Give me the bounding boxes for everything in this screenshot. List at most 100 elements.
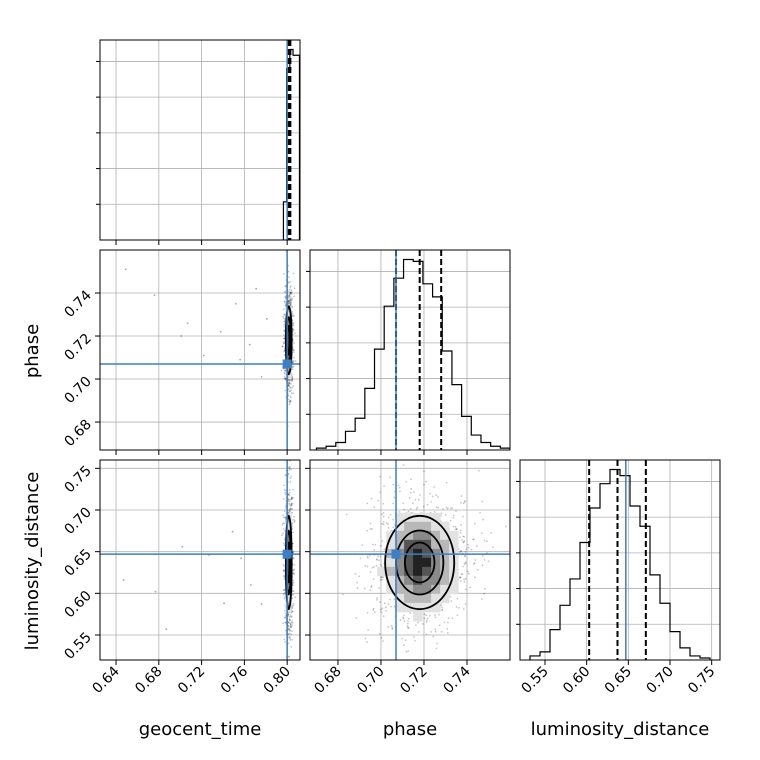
density-cell <box>449 539 459 550</box>
sample-point <box>463 540 466 542</box>
sample-point <box>292 349 295 351</box>
sample-point <box>446 627 449 630</box>
sample-point <box>284 378 287 380</box>
sample-point <box>369 589 372 591</box>
sample-point <box>481 564 484 567</box>
sample-point <box>387 626 390 628</box>
sample-point <box>284 641 286 643</box>
sample-point <box>393 598 396 601</box>
sample-point <box>293 519 296 522</box>
sample-point <box>379 475 382 478</box>
sample-point <box>409 507 412 510</box>
sample-point <box>354 572 357 575</box>
sample-point <box>431 495 434 498</box>
sample-point <box>407 650 410 653</box>
contour-3 <box>285 305 293 376</box>
sample-point <box>287 281 290 284</box>
outlier-point <box>202 354 205 357</box>
sample-point <box>467 572 470 575</box>
sample-point <box>284 297 287 300</box>
sample-point <box>292 392 295 395</box>
sample-point <box>367 629 370 631</box>
sample-point <box>464 562 467 565</box>
sample-point <box>289 382 292 385</box>
sample-point <box>293 564 296 566</box>
sample-point <box>458 576 461 579</box>
density-cell <box>440 584 450 595</box>
sample-point <box>283 323 285 326</box>
sample-point <box>366 502 369 505</box>
sample-point <box>292 322 294 325</box>
outlier-point <box>186 322 189 325</box>
outlier-point <box>239 358 242 361</box>
sample-point <box>473 563 475 565</box>
sample-point <box>280 369 283 372</box>
sample-point <box>283 340 286 343</box>
sample-point <box>444 514 447 516</box>
sample-point <box>457 606 460 609</box>
sample-point <box>437 613 440 616</box>
sample-point <box>292 365 295 368</box>
sample-point <box>434 630 437 633</box>
sample-point <box>288 300 291 303</box>
sample-point <box>291 306 294 308</box>
sample-point <box>290 504 293 507</box>
sample-point <box>290 289 293 292</box>
sample-point <box>363 587 366 590</box>
sample-point <box>283 291 286 293</box>
sample-point <box>434 614 437 616</box>
sample-point <box>381 540 384 542</box>
sample-point <box>474 559 477 561</box>
sample-point <box>460 523 463 526</box>
histogram-luminosity-distance <box>529 468 711 660</box>
density-cell <box>440 566 450 577</box>
sample-point <box>283 349 286 352</box>
sample-point <box>288 628 291 631</box>
sample-point <box>288 632 291 635</box>
sample-point <box>462 502 465 505</box>
sample-point <box>390 624 393 627</box>
sample-point <box>289 481 292 483</box>
sample-point <box>287 299 290 302</box>
sample-point <box>290 468 292 471</box>
sample-point <box>406 622 409 625</box>
sample-point <box>447 617 450 620</box>
sample-point <box>389 598 391 601</box>
sample-point <box>294 360 297 363</box>
sample-point <box>392 502 395 505</box>
sample-point <box>433 486 436 488</box>
sample-point <box>370 585 373 588</box>
density-cell <box>395 512 405 523</box>
sample-point <box>291 386 294 389</box>
sample-point <box>341 593 344 596</box>
sample-point <box>289 286 292 289</box>
density-cell <box>440 575 450 586</box>
sample-point <box>290 503 293 506</box>
sample-point <box>290 507 293 510</box>
sample-point <box>283 570 285 573</box>
sample-point <box>472 538 474 541</box>
sample-point <box>282 622 284 625</box>
sample-point <box>481 598 483 600</box>
density-cell <box>440 530 450 541</box>
sample-point <box>369 528 372 531</box>
density-cell <box>413 593 423 604</box>
sample-point <box>461 573 464 576</box>
sample-point <box>382 521 385 523</box>
sample-point <box>283 375 286 378</box>
sample-point <box>463 563 466 565</box>
sample-point <box>382 576 385 579</box>
sample-point <box>376 558 378 561</box>
sample-point <box>378 559 381 562</box>
sample-point <box>284 304 287 307</box>
sample-point <box>463 535 466 538</box>
sample-point <box>403 620 406 622</box>
sample-point <box>461 539 464 541</box>
density-cell <box>422 521 432 532</box>
sample-point <box>288 295 290 298</box>
sample-point <box>288 403 291 406</box>
density-cell <box>431 512 441 523</box>
density-cell <box>404 593 414 604</box>
sample-point <box>288 618 291 621</box>
sample-point <box>345 513 348 516</box>
